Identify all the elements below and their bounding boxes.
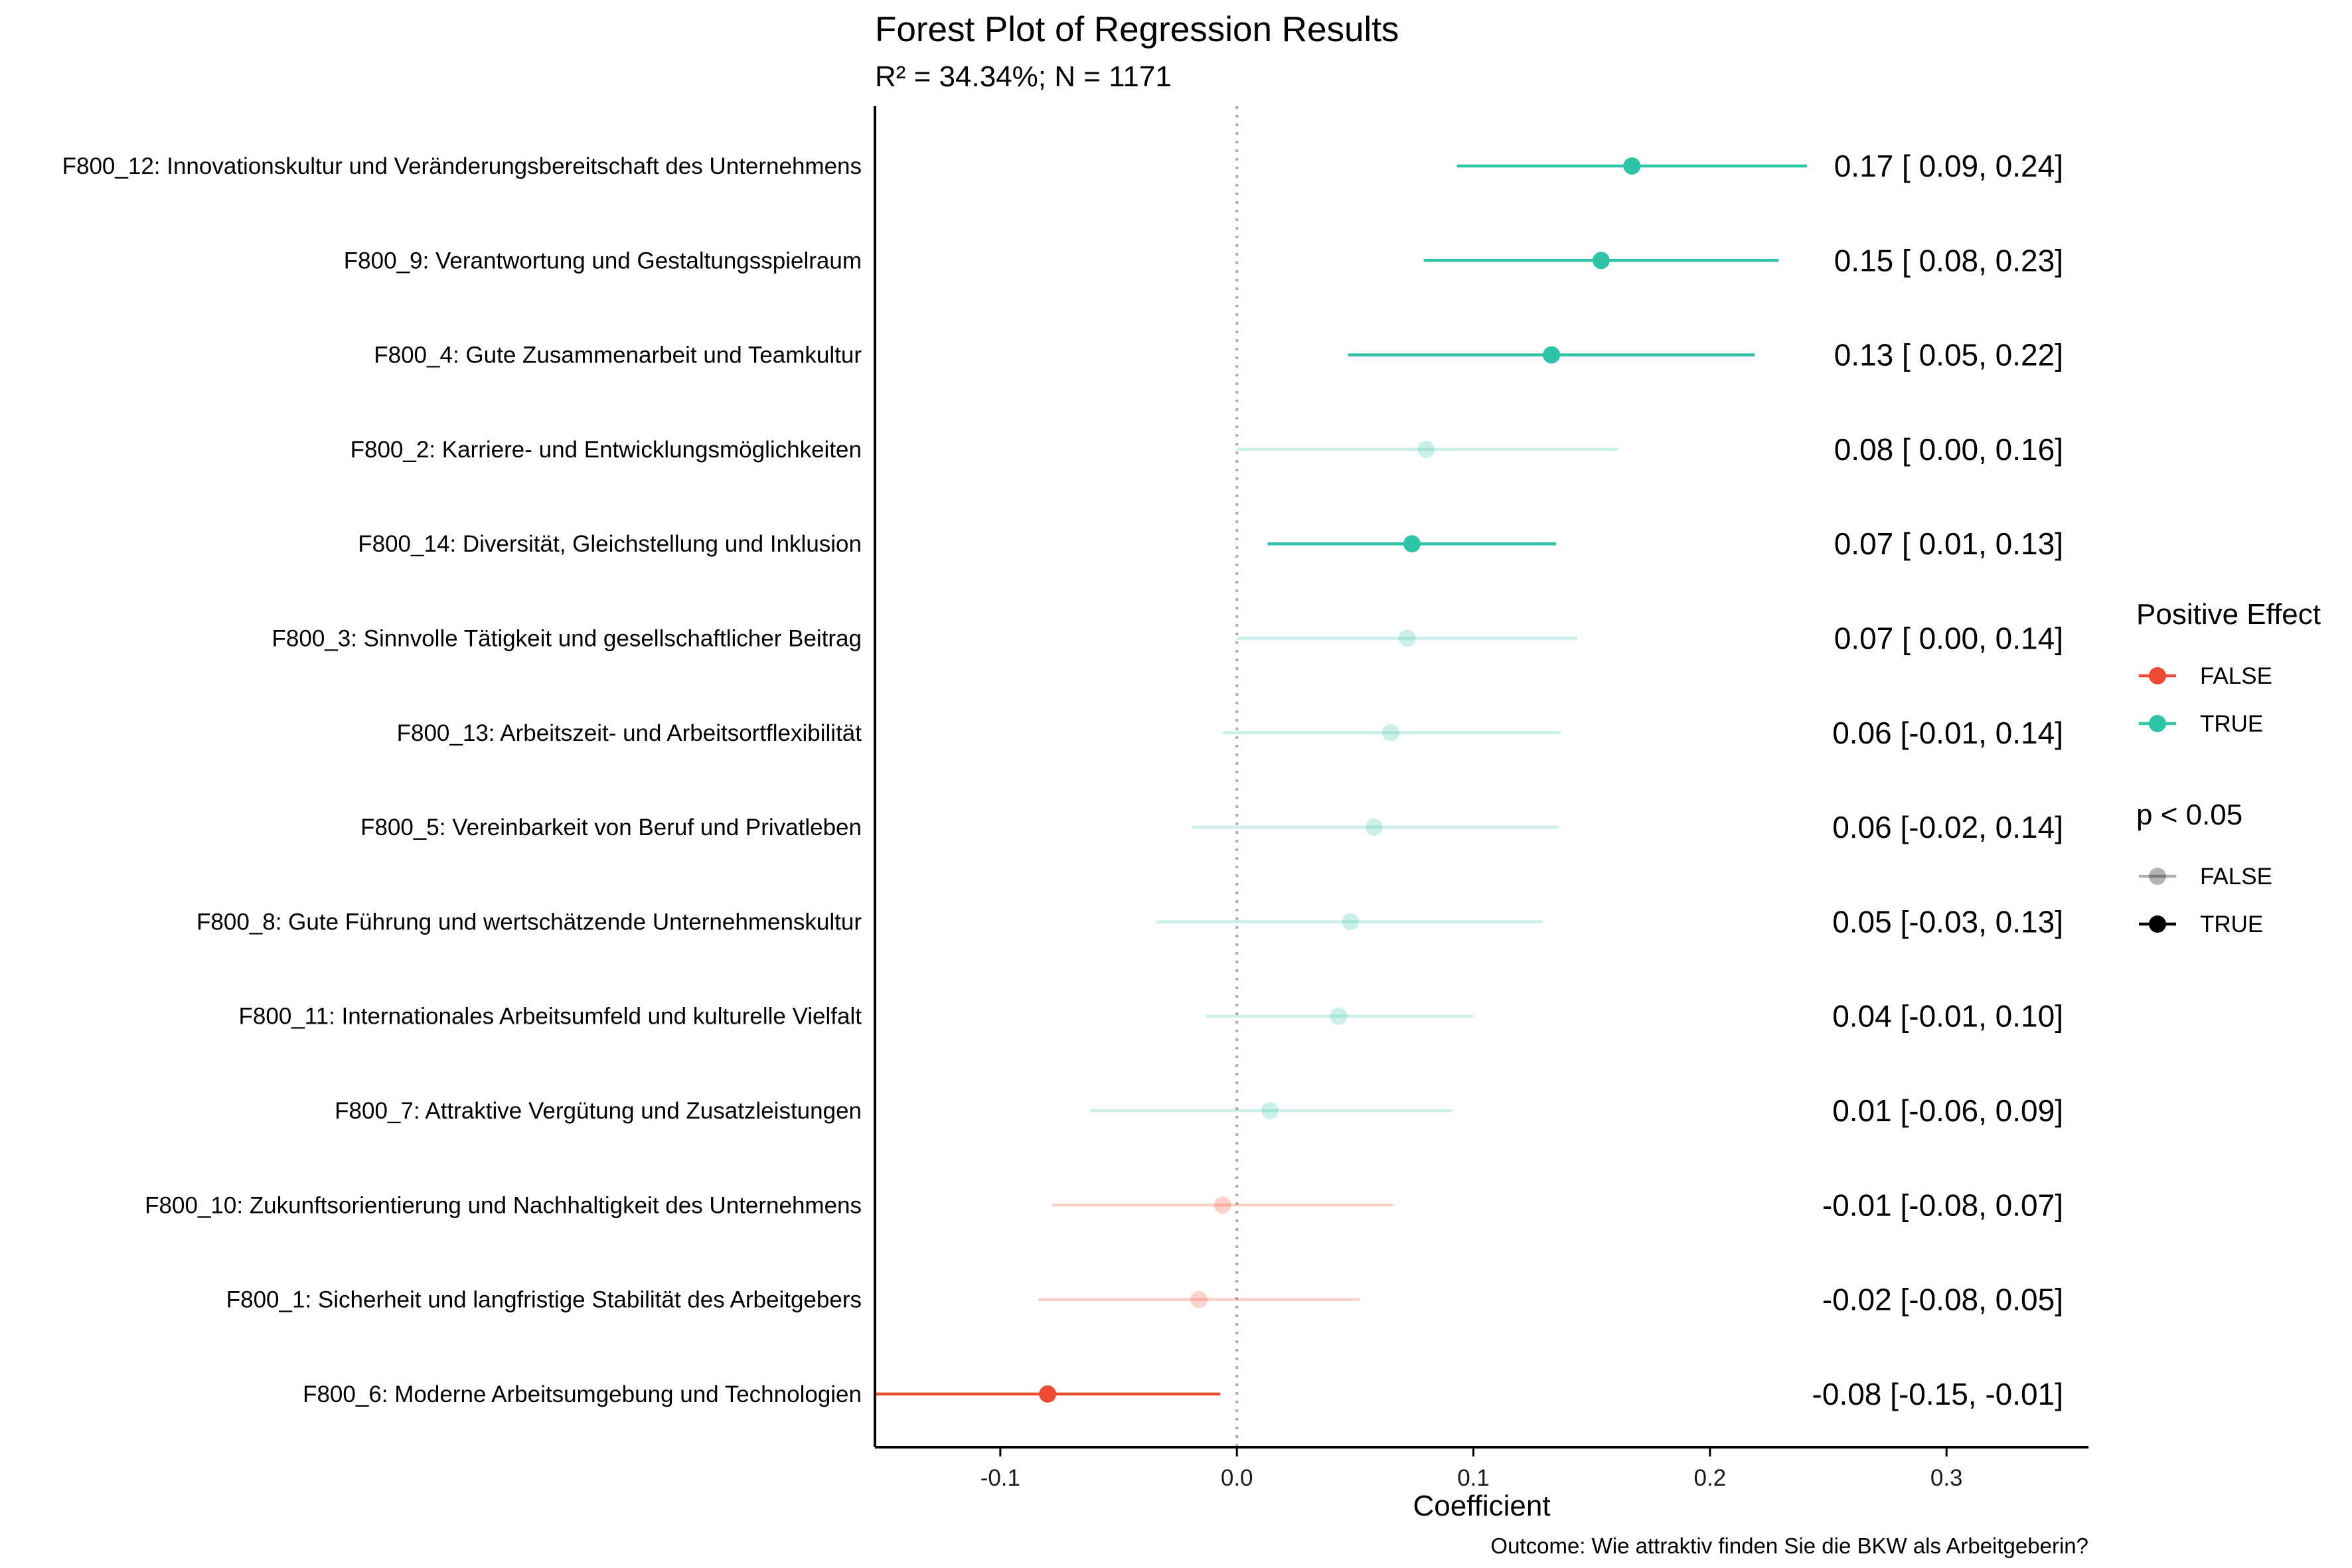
point-estimate xyxy=(1261,1102,1279,1119)
forest-row: F800_5: Vereinbarkeit von Beruf und Priv… xyxy=(360,810,2063,844)
estimate-annotation: -0.01 [-0.08, 0.07] xyxy=(1822,1188,2063,1222)
point-estimate xyxy=(1342,913,1360,931)
forest-row: F800_12: Innovationskultur und Veränderu… xyxy=(62,149,2063,183)
estimate-annotation: 0.07 [ 0.01, 0.13] xyxy=(1834,526,2063,561)
legend-label: FALSE xyxy=(2200,864,2272,890)
estimate-annotation: 0.01 [-0.06, 0.09] xyxy=(1832,1093,2063,1128)
point-estimate xyxy=(1398,629,1416,647)
row-label: F800_1: Sicherheit und langfristige Stab… xyxy=(226,1287,862,1313)
row-label: F800_2: Karriere- und Entwicklungsmöglic… xyxy=(351,437,862,463)
x-tick-label: 0.3 xyxy=(1930,1465,1963,1491)
forest-row: F800_7: Attraktive Vergütung und Zusatzl… xyxy=(335,1093,2063,1128)
estimate-annotation: 0.06 [-0.02, 0.14] xyxy=(1832,810,2063,844)
row-label: F800_5: Vereinbarkeit von Beruf und Priv… xyxy=(360,815,862,840)
point-estimate xyxy=(1592,252,1610,270)
x-tick-label: 0.0 xyxy=(1221,1465,1253,1491)
row-label: F800_8: Gute Führung und wertschätzende … xyxy=(196,909,862,935)
legend-key-point xyxy=(2149,915,2166,933)
point-estimate xyxy=(1417,440,1435,458)
forest-row: F800_9: Verantwortung und Gestaltungsspi… xyxy=(344,243,2063,277)
forest-row: F800_2: Karriere- und Entwicklungsmöglic… xyxy=(351,432,2063,467)
estimate-annotation: -0.08 [-0.15, -0.01] xyxy=(1812,1377,2063,1411)
estimate-annotation: 0.07 [ 0.00, 0.14] xyxy=(1834,621,2063,656)
legend-key-point xyxy=(2149,868,2166,885)
row-label: F800_7: Attraktive Vergütung und Zusatzl… xyxy=(335,1098,862,1124)
legend-group: Positive Effect FALSE TRUE xyxy=(2136,598,2321,737)
point-estimate xyxy=(1543,346,1561,364)
row-label: F800_13: Arbeitszeit- und Arbeitsortflex… xyxy=(397,720,862,746)
x-axis-title: Coefficient xyxy=(1413,1490,1550,1522)
chart-caption: Outcome: Wie attraktiv finden Sie die BK… xyxy=(1490,1533,2088,1558)
forest-row: F800_4: Gute Zusammenarbeit und Teamkult… xyxy=(374,338,2063,372)
row-label: F800_11: Internationales Arbeitsumfeld u… xyxy=(239,1004,862,1030)
estimate-annotation: 0.08 [ 0.00, 0.16] xyxy=(1834,432,2063,467)
point-estimate xyxy=(1190,1291,1208,1308)
point-estimate xyxy=(1623,157,1641,175)
estimate-annotation: -0.02 [-0.08, 0.05] xyxy=(1822,1283,2063,1317)
row-label: F800_3: Sinnvolle Tätigkeit und gesellsc… xyxy=(272,626,862,652)
legend-title: Positive Effect xyxy=(2136,598,2321,631)
x-tick-label: 0.2 xyxy=(1694,1465,1727,1491)
row-label: F800_12: Innovationskultur und Veränderu… xyxy=(62,153,862,179)
forest-row: F800_1: Sicherheit und langfristige Stab… xyxy=(226,1283,2063,1317)
estimate-annotation: 0.13 [ 0.05, 0.22] xyxy=(1834,338,2063,372)
legend-label: TRUE xyxy=(2200,911,2263,937)
legend-group: p < 0.05 FALSE TRUE xyxy=(2136,799,2272,937)
legend-label: TRUE xyxy=(2200,711,2263,737)
point-estimate xyxy=(1039,1385,1057,1403)
x-tick-label: -0.1 xyxy=(980,1465,1020,1491)
row-label: F800_6: Moderne Arbeitsumgebung und Tech… xyxy=(303,1381,862,1407)
forest-row: F800_11: Internationales Arbeitsumfeld u… xyxy=(239,999,2063,1034)
point-estimate xyxy=(1403,535,1421,553)
forest-row: F800_3: Sinnvolle Tätigkeit und gesellsc… xyxy=(272,621,2063,656)
estimate-annotation: 0.06 [-0.01, 0.14] xyxy=(1832,716,2063,750)
chart-subtitle: R² = 34.34%; N = 1171 xyxy=(875,60,1172,93)
estimate-annotation: 0.17 [ 0.09, 0.24] xyxy=(1834,149,2063,183)
forest-row: F800_6: Moderne Arbeitsumgebung und Tech… xyxy=(303,1377,2063,1411)
forest-row: F800_8: Gute Führung und wertschätzende … xyxy=(196,904,2063,939)
estimate-annotation: 0.15 [ 0.08, 0.23] xyxy=(1834,243,2063,277)
point-estimate xyxy=(1365,819,1383,836)
x-tick-label: 0.1 xyxy=(1457,1465,1490,1491)
legend-key-point xyxy=(2149,715,2166,732)
row-label: F800_4: Gute Zusammenarbeit und Teamkult… xyxy=(374,343,862,368)
forest-row: F800_13: Arbeitszeit- und Arbeitsortflex… xyxy=(397,716,2063,750)
point-estimate xyxy=(1381,724,1399,742)
point-estimate xyxy=(1330,1007,1348,1025)
chart-title: Forest Plot of Regression Results xyxy=(875,10,1399,49)
forest-row: F800_14: Diversität, Gleichstellung und … xyxy=(358,526,2063,561)
legend-label: FALSE xyxy=(2200,663,2272,689)
estimate-annotation: 0.04 [-0.01, 0.10] xyxy=(1832,999,2063,1034)
forest-row: F800_10: Zukunftsorientierung und Nachha… xyxy=(145,1188,2063,1222)
row-label: F800_14: Diversität, Gleichstellung und … xyxy=(358,531,862,557)
row-label: F800_10: Zukunftsorientierung und Nachha… xyxy=(145,1192,862,1218)
legend-title: p < 0.05 xyxy=(2136,799,2242,831)
row-label: F800_9: Verantwortung und Gestaltungsspi… xyxy=(344,248,862,274)
estimate-annotation: 0.05 [-0.03, 0.13] xyxy=(1832,904,2063,939)
point-estimate xyxy=(1214,1196,1231,1214)
legend-key-point xyxy=(2149,667,2166,684)
